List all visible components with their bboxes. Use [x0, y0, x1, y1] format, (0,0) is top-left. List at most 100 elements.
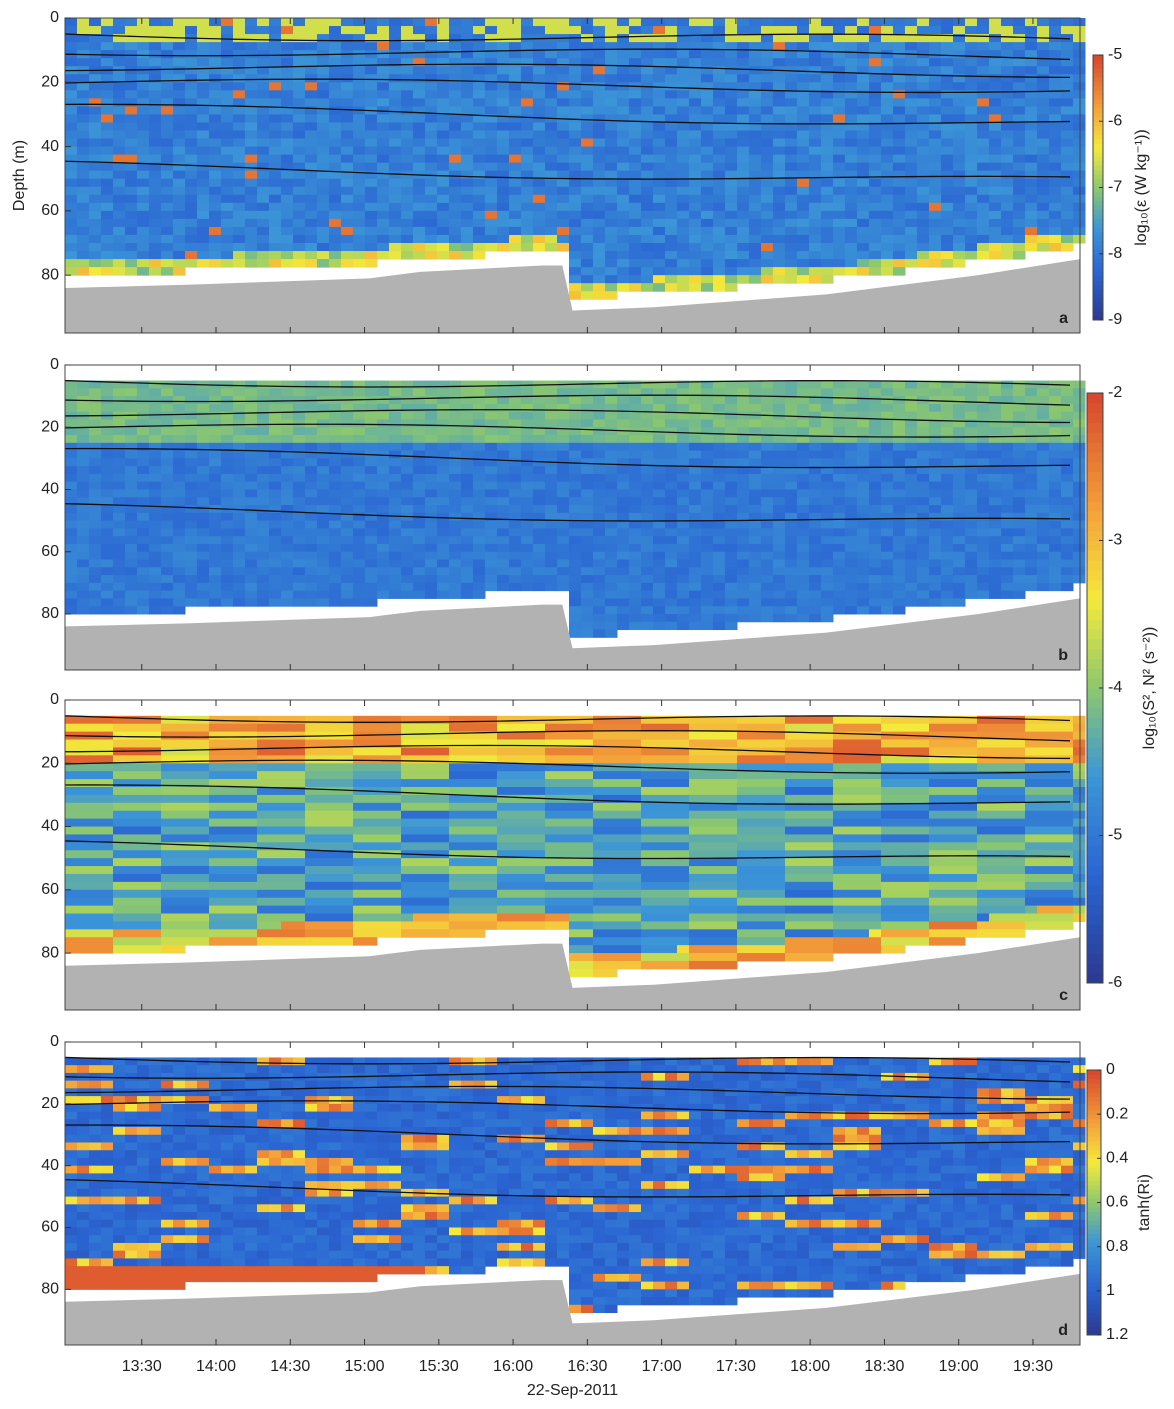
field-cell	[305, 474, 318, 482]
field-cell	[773, 396, 786, 404]
field-cell	[1073, 82, 1086, 91]
field-cell	[281, 528, 294, 536]
field-cell	[449, 163, 462, 172]
field-cell	[137, 82, 150, 91]
field-cell	[653, 163, 666, 172]
field-cell	[185, 179, 198, 188]
field-cell	[281, 544, 294, 552]
field-cell	[917, 474, 930, 482]
field-cell	[233, 195, 246, 204]
colorbar-cell	[1093, 82, 1103, 87]
field-cell	[449, 536, 462, 544]
field-cell	[665, 267, 678, 276]
field-cell	[401, 26, 414, 35]
field-cell	[461, 443, 474, 451]
field-cell	[641, 267, 654, 276]
field-cell	[281, 235, 294, 244]
field-cell	[581, 622, 594, 630]
field-cell	[197, 163, 210, 172]
field-cell	[161, 58, 174, 67]
field-cell	[617, 227, 630, 236]
field-cell	[725, 147, 738, 156]
field-cell	[941, 155, 954, 164]
field-cell	[305, 203, 318, 212]
field-cell	[77, 171, 90, 180]
field-cell	[437, 536, 450, 544]
field-cell	[341, 195, 354, 204]
field-cell	[881, 435, 894, 443]
field-cell	[125, 451, 138, 459]
field-cell	[761, 195, 774, 204]
field-cell	[485, 147, 498, 156]
field-cell	[269, 98, 282, 107]
field-cell	[161, 50, 174, 59]
field-cell	[389, 179, 402, 188]
field-cell	[725, 267, 738, 276]
field-cell	[893, 259, 906, 268]
field-cell	[605, 583, 618, 591]
field-cell	[929, 552, 942, 560]
field-cell	[917, 163, 930, 172]
field-cell	[641, 622, 654, 630]
field-cell	[569, 606, 582, 614]
field-cell	[689, 591, 702, 599]
field-cell	[437, 435, 450, 443]
field-cell	[725, 163, 738, 172]
field-cell	[125, 443, 138, 451]
field-cell	[341, 82, 354, 91]
field-cell	[857, 583, 870, 591]
field-cell	[605, 155, 618, 164]
field-cell	[257, 427, 270, 435]
field-cell	[641, 567, 654, 575]
field-cell	[449, 505, 462, 513]
field-cell	[569, 106, 582, 115]
field-cell	[845, 505, 858, 513]
field-cell	[257, 211, 270, 220]
field-cell	[149, 179, 162, 188]
field-cell	[257, 90, 270, 99]
field-cell	[137, 155, 150, 164]
field-cell	[713, 404, 726, 412]
field-cell	[281, 552, 294, 560]
field-cell	[917, 251, 930, 260]
field-cell	[869, 497, 882, 505]
field-cell	[137, 235, 150, 244]
field-cell	[461, 171, 474, 180]
field-cell	[641, 90, 654, 99]
field-cell	[857, 82, 870, 91]
field-cell	[509, 404, 522, 412]
field-cell	[341, 98, 354, 107]
field-cell	[713, 622, 726, 630]
field-cell	[269, 497, 282, 505]
field-cell	[749, 131, 762, 140]
field-cell	[317, 98, 330, 107]
field-cell	[245, 466, 258, 474]
field-cell	[977, 147, 990, 156]
field-cell	[137, 50, 150, 59]
field-cell	[77, 521, 90, 529]
field-cell	[437, 513, 450, 521]
field-cell	[629, 536, 642, 544]
field-cell	[905, 388, 918, 396]
field-cell	[797, 211, 810, 220]
field-cell	[785, 26, 798, 35]
field-cell	[689, 435, 702, 443]
field-cell	[737, 591, 750, 599]
field-cell	[461, 412, 474, 420]
field-cell	[701, 90, 714, 99]
field-cell	[569, 489, 582, 497]
field-cell	[293, 513, 306, 521]
field-cell	[1037, 50, 1050, 59]
field-cell	[821, 544, 834, 552]
field-cell	[1073, 122, 1086, 131]
field-cell	[137, 42, 150, 51]
field-cell	[917, 195, 930, 204]
field-cell	[533, 474, 546, 482]
field-cell	[893, 528, 906, 536]
field-cell	[257, 505, 270, 513]
field-cell	[665, 90, 678, 99]
field-cell	[821, 26, 834, 35]
field-cell	[113, 598, 126, 606]
field-cell	[701, 567, 714, 575]
field-cell	[629, 275, 642, 284]
